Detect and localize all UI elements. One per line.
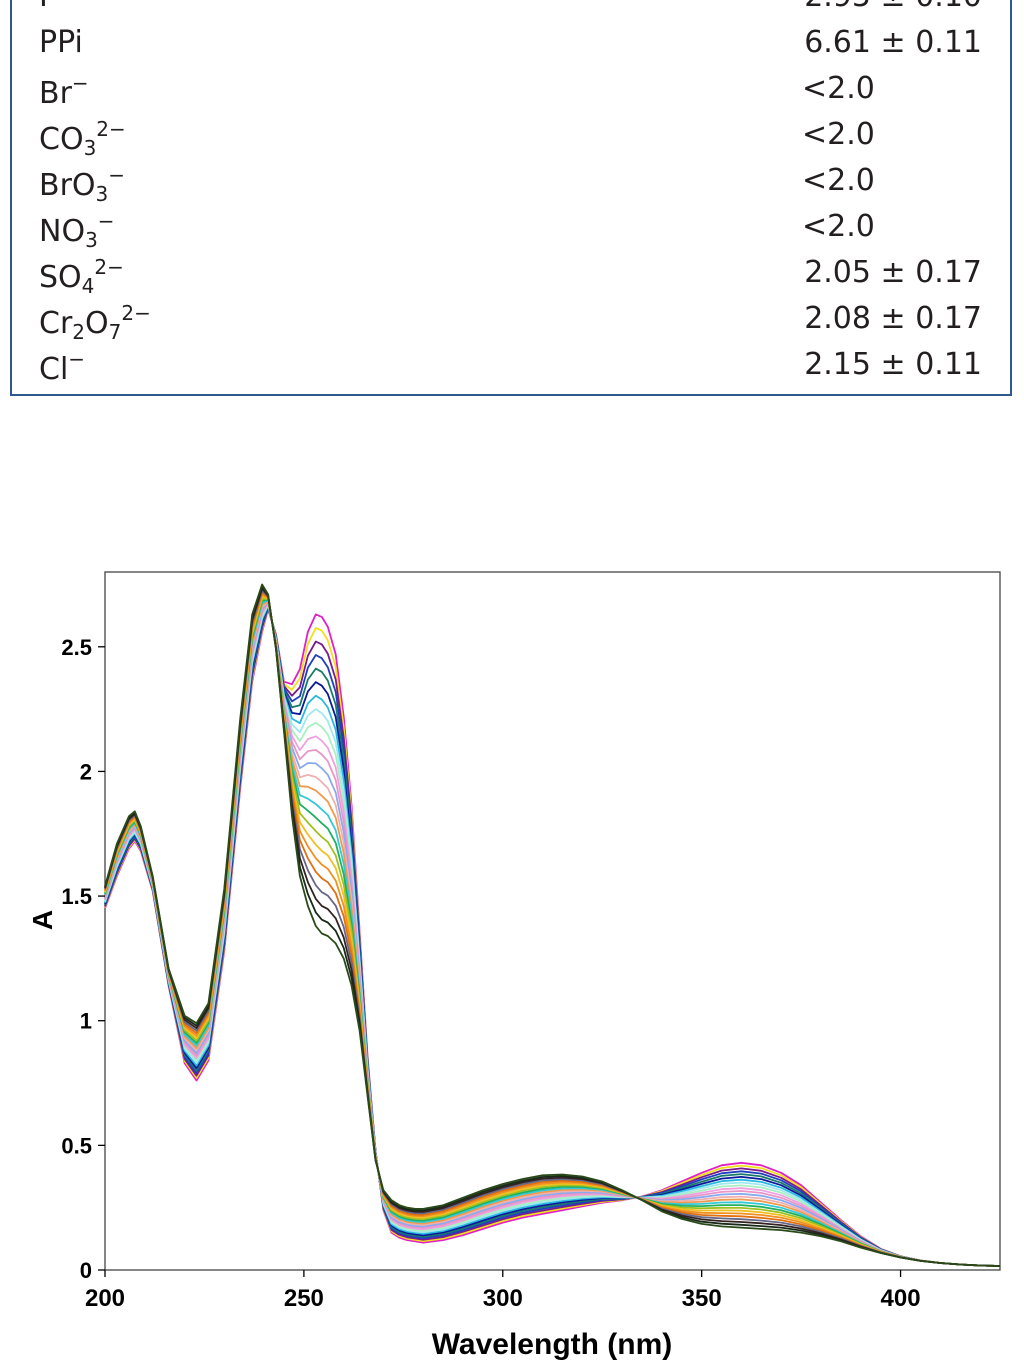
- y-tick-label: 1: [80, 1009, 92, 1034]
- spectrum-line: [104, 602, 1001, 1267]
- table-row: PPi 6.61 ± 0.11: [12, 25, 1010, 71]
- binding-constant-value: 2.95 ± 0.10: [804, 0, 982, 14]
- spectra-series-group: [104, 583, 1001, 1267]
- axes-group: 200 250 300 350 400 0 0.5 1 1.5 2 2.5: [61, 635, 920, 1312]
- x-tick-label: 350: [682, 1285, 722, 1312]
- binding-constant-value: <2.0: [802, 163, 875, 198]
- selectivity-table: F 2.95 ± 0.10 PPi 6.61 ± 0.11 Br− <2.0 CO32− <2…: [10, 0, 1012, 396]
- table-row: CO32− <2.0: [12, 117, 1010, 163]
- ion-label: PPi: [39, 25, 83, 60]
- y-axis-label: A: [27, 910, 58, 930]
- ion-label: BrO3−: [39, 163, 126, 206]
- ion-label: SO42−: [39, 255, 124, 298]
- ion-label: Br−: [39, 71, 89, 111]
- binding-constant-value: 2.15 ± 0.11: [804, 347, 982, 382]
- spectrum-line: [104, 603, 1001, 1267]
- spectrum-line: [104, 602, 1001, 1267]
- binding-constant-value: <2.0: [802, 71, 875, 106]
- x-tick-label: 250: [284, 1285, 324, 1312]
- absorbance-chart: 200 250 300 350 400 0 0.5 1 1.5 2 2.5 Wavelength (…: [27, 571, 1001, 1361]
- spectrum-line: [104, 604, 1001, 1267]
- ion-label: Cr2O72−: [39, 301, 151, 344]
- ion-label: Cl−: [39, 347, 86, 387]
- spectrum-line: [104, 585, 1001, 1267]
- binding-constant-value: 6.61 ± 0.11: [804, 25, 982, 60]
- spectrum-line: [104, 583, 1001, 1267]
- ion-label: NO3−: [39, 209, 115, 252]
- spectrum-line: [104, 591, 1001, 1267]
- y-tick-label: 0: [80, 1258, 92, 1283]
- binding-constant-value: 2.05 ± 0.17: [804, 255, 982, 290]
- x-axis-label: Wavelength (nm): [432, 1328, 673, 1361]
- spectrum-line: [104, 603, 1001, 1267]
- y-tick-label: 0.5: [61, 1133, 92, 1158]
- spectrum-line: [104, 598, 1001, 1267]
- spectrum-line: [104, 607, 1001, 1267]
- y-tick-label: 1.5: [61, 884, 92, 909]
- spectrum-line: [104, 608, 1001, 1267]
- plot-frame: [104, 571, 1001, 1271]
- y-tick-label: 2.5: [61, 635, 92, 660]
- binding-constant-value: <2.0: [802, 209, 875, 244]
- spectrum-line: [104, 595, 1001, 1267]
- spectrum-line: [104, 605, 1001, 1267]
- x-tick-label: 300: [483, 1285, 523, 1312]
- spectrum-line: [104, 587, 1001, 1267]
- spectrum-line: [104, 599, 1001, 1267]
- ion-label: F: [39, 0, 56, 14]
- spectrum-line: [104, 593, 1001, 1267]
- spectrum-line: [104, 606, 1001, 1267]
- y-tick-label: 2: [80, 759, 92, 784]
- spectrum-line: [104, 600, 1001, 1267]
- spectrum-line: [104, 600, 1001, 1267]
- binding-constant-value: 2.08 ± 0.17: [804, 301, 982, 336]
- table-row: F 2.95 ± 0.10: [12, 0, 1010, 25]
- ion-label: CO32−: [39, 117, 126, 160]
- table-row: SO42− 2.05 ± 0.17: [12, 255, 1010, 301]
- spectrum-line: [104, 605, 1001, 1267]
- table-row: Cr2O72− 2.08 ± 0.17: [12, 301, 1010, 347]
- spectrum-line: [104, 601, 1001, 1267]
- spectrum-line: [104, 607, 1001, 1267]
- table-row: Br− <2.0: [12, 71, 1010, 117]
- x-tick-label: 200: [85, 1285, 125, 1312]
- table-row: NO3− <2.0: [12, 209, 1010, 255]
- spectrum-line: [104, 598, 1001, 1267]
- table-row: BrO3− <2.0: [12, 163, 1010, 209]
- spectrum-line: [104, 589, 1001, 1267]
- table-row: Cl− 2.15 ± 0.11: [12, 347, 1010, 393]
- x-tick-label: 400: [881, 1285, 921, 1312]
- binding-constant-value: <2.0: [802, 117, 875, 152]
